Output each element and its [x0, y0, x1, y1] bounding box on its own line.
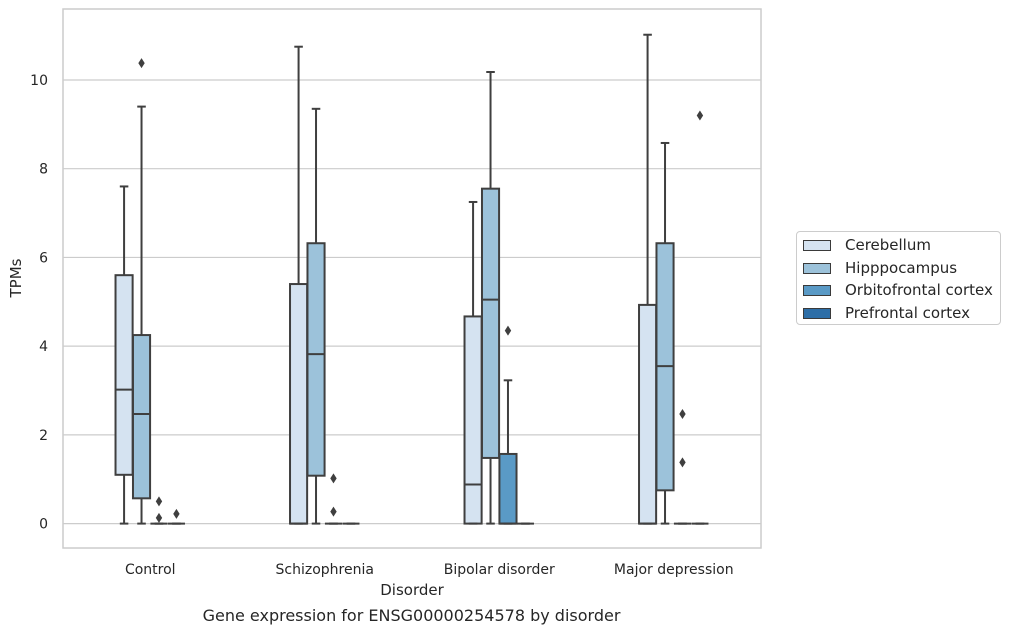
x-tick-label-control: Control [125, 562, 176, 578]
outlier-orbitofrontal-cortex-bipolar-disorder-0 [504, 325, 512, 336]
box-body-cerebellum-bipolar-disorder [463, 315, 483, 525]
x-tick-label-bipolar-disorder: Bipolar disorder [444, 562, 555, 578]
outlier-orbitofrontal-cortex-control-1 [155, 512, 163, 523]
y-axis-title: TPMs [7, 258, 25, 298]
y-tick-label-6: 6 [39, 250, 48, 266]
box-body-hipppocampus-schizophrenia [306, 242, 326, 477]
box-cerebellum-bipolar-disorder [463, 200, 483, 525]
legend-item-cerebellum: Cerebellum [803, 235, 931, 255]
outlier-prefrontal-cortex-major-depression-0 [696, 110, 704, 121]
legend-label-hippocampus: Hipppocampus [845, 259, 958, 277]
y-tick-label-10: 10 [30, 73, 48, 89]
box-hipppocampus-major-depression [655, 141, 675, 525]
box-body-cerebellum-control [114, 274, 134, 476]
box-orbitofrontal-cortex-bipolar-disorder [498, 325, 518, 525]
legend-label-prefrontal-cortex: Prefrontal cortex [845, 304, 970, 322]
tick-labels: 0 2 4 6 8 10 Control Schizophrenia Bipolar disor… [30, 73, 733, 578]
y-tick-label-4: 4 [39, 339, 48, 355]
legend-swatch-orbitofrontal-cortex [803, 284, 831, 296]
box-hipppocampus-bipolar-disorder [480, 70, 501, 525]
box-prefrontal-cortex-major-depression [691, 110, 709, 525]
outlier-orbitofrontal-cortex-control-0 [155, 496, 163, 507]
box-cerebellum-control [114, 185, 134, 525]
plot-frame [62, 8, 762, 549]
outlier-orbitofrontal-cortex-major-depression-1 [679, 457, 686, 468]
y-tick-label-0: 0 [39, 517, 48, 533]
x-tick-label-major-depression: Major depression [614, 562, 734, 578]
box-body-hipppocampus-control [131, 334, 152, 500]
outlier-orbitofrontal-cortex-schizophrenia-0 [330, 473, 337, 484]
box-body-orbitofrontal-cortex-bipolar-disorder [498, 452, 518, 525]
box-hipppocampus-control [131, 58, 152, 525]
box-hipppocampus-schizophrenia [306, 107, 326, 525]
box-body-cerebellum-schizophrenia [289, 283, 309, 525]
legend-label-cerebellum: Cerebellum [845, 236, 931, 254]
box-cerebellum-major-depression [638, 33, 658, 525]
legend-item-orbitofrontal-cortex: Orbitofrontal cortex [803, 280, 993, 300]
x-axis-title: Disorder [380, 581, 444, 599]
box-orbitofrontal-cortex-major-depression [673, 409, 692, 525]
outlier-orbitofrontal-cortex-major-depression-0 [679, 409, 686, 420]
box-cerebellum-schizophrenia [289, 45, 309, 525]
figure-caption: Gene expression for ENSG00000254578 by d… [202, 606, 621, 625]
y-tick-label-8: 8 [39, 162, 48, 178]
box-body-cerebellum-major-depression [638, 303, 658, 525]
outlier-orbitofrontal-cortex-schizophrenia-1 [330, 506, 337, 517]
box-body-hipppocampus-bipolar-disorder [480, 187, 501, 459]
x-tick-label-schizophrenia: Schizophrenia [276, 562, 374, 578]
box-orbitofrontal-cortex-control [150, 496, 168, 525]
legend-label-orbitofrontal-cortex: Orbitofrontal cortex [845, 281, 993, 299]
legend-item-prefrontal-cortex: Prefrontal cortex [803, 303, 970, 323]
outlier-hipppocampus-control-0 [138, 58, 145, 69]
y-tick-label-2: 2 [39, 428, 48, 444]
outlier-prefrontal-cortex-control-0 [173, 508, 180, 519]
legend-swatch-cerebellum [803, 239, 831, 251]
legend-item-hippocampus: Hipppocampus [803, 258, 957, 278]
box-orbitofrontal-cortex-schizophrenia [324, 473, 343, 525]
legend-swatch-prefrontal-cortex [803, 307, 831, 319]
box-prefrontal-cortex-control [167, 508, 185, 525]
box-plot-boxes [114, 33, 709, 525]
legend: Cerebellum Hipppocampus Orbitofrontal co… [796, 231, 1001, 325]
legend-swatch-hippocampus [803, 262, 831, 274]
